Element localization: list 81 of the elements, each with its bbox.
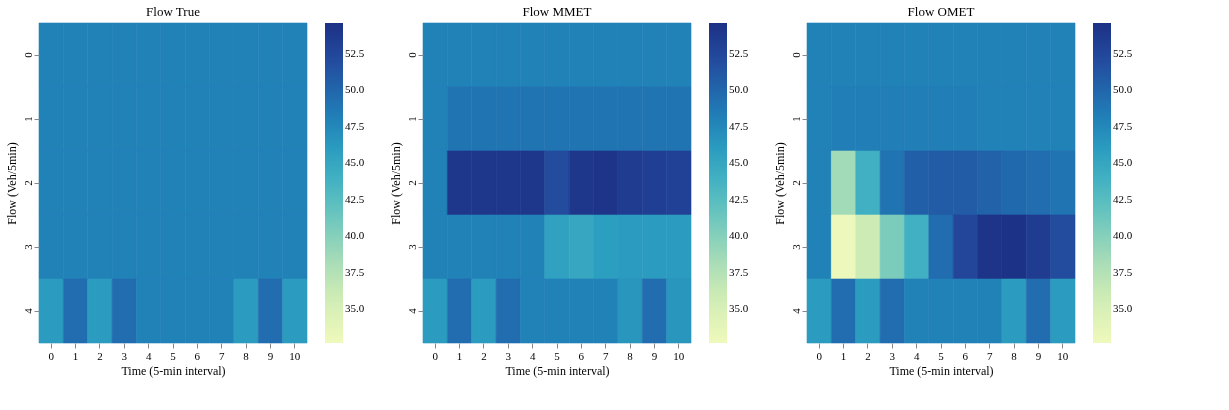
chart-title: Flow OMET (907, 3, 975, 19)
x-tick-label: 4 (145, 349, 152, 362)
x-tick-label: 0 (48, 349, 55, 362)
x-axis-title: Time (5-min interval) (889, 363, 994, 378)
x-tick-label: 1 (72, 349, 79, 362)
color-bar-label: 42.5 (729, 192, 749, 205)
x-tick-label: 9 (267, 349, 274, 362)
color-bar-label: 47.5 (1113, 119, 1133, 132)
x-tick-label: 10 (289, 349, 301, 362)
x-tick-label: 10 (673, 349, 685, 362)
x-axis-title: Time (5-min interval) (121, 363, 226, 378)
x-tick-label: 9 (651, 349, 658, 362)
y-tick-label: 2 (405, 180, 418, 186)
x-tick-label: 4 (529, 349, 536, 362)
color-bar-label: 40.0 (1113, 229, 1133, 242)
x-axis-title: Time (5-min interval) (505, 363, 610, 378)
x-tick-label: 8 (627, 349, 634, 362)
y-tick-label: 1 (405, 116, 418, 122)
x-tick-label: 9 (1035, 349, 1042, 362)
x-tick-label: 5 (554, 349, 561, 362)
x-tick-label: 7 (986, 349, 993, 362)
color-bar-label: 37.5 (345, 265, 365, 278)
color-bar-label: 45.0 (729, 156, 749, 169)
y-tick-label: 4 (405, 307, 418, 314)
color-bar-label: 50.0 (1113, 83, 1133, 96)
x-tick-label: 6 (194, 349, 201, 362)
color-bar-label: 52.5 (345, 46, 365, 59)
color-bar-label: 52.5 (729, 46, 749, 59)
x-tick-label: 3 (121, 349, 128, 362)
color-bar-label: 37.5 (729, 265, 749, 278)
x-tick-label: 4 (913, 349, 920, 362)
y-tick-label: 1 (789, 116, 802, 122)
y-axis-title: Flow (Veh/5min) (388, 142, 403, 225)
color-bar-label: 47.5 (345, 119, 365, 132)
x-tick-label: 7 (602, 349, 609, 362)
y-tick-label: 0 (789, 51, 802, 58)
y-tick-label: 2 (789, 180, 802, 186)
y-tick-label: 3 (21, 243, 34, 250)
y-tick-label: 4 (21, 307, 34, 314)
color-bar-label: 50.0 (729, 83, 749, 96)
color-bar-label: 40.0 (345, 229, 365, 242)
y-tick-label: 0 (405, 51, 418, 58)
color-bar-label: 50.0 (345, 83, 365, 96)
y-axis-title: Flow (Veh/5min) (772, 142, 787, 225)
y-tick-label: 2 (21, 180, 34, 186)
chart-title: Flow MMET (522, 3, 592, 19)
x-tick-label: 2 (481, 349, 487, 362)
color-bar-label: 35.0 (345, 302, 365, 315)
x-tick-label: 1 (840, 349, 847, 362)
x-tick-label: 3 (505, 349, 512, 362)
x-tick-label: 6 (578, 349, 585, 362)
color-bar-label: 37.5 (1113, 265, 1133, 278)
x-tick-label: 0 (816, 349, 823, 362)
y-tick-label: 3 (789, 243, 802, 250)
color-bar-label: 45.0 (345, 156, 365, 169)
x-tick-label: 8 (1011, 349, 1018, 362)
x-tick-label: 5 (938, 349, 945, 362)
x-tick-label: 0 (432, 349, 439, 362)
color-bar-label: 45.0 (1113, 156, 1133, 169)
color-bar-label: 42.5 (1113, 192, 1133, 205)
x-tick-label: 5 (170, 349, 177, 362)
x-tick-label: 7 (218, 349, 225, 362)
x-tick-label: 3 (889, 349, 896, 362)
x-tick-label: 2 (97, 349, 103, 362)
color-bar-label: 40.0 (729, 229, 749, 242)
x-tick-label: 6 (962, 349, 969, 362)
x-tick-label: 1 (456, 349, 463, 362)
color-bar-label: 35.0 (729, 302, 749, 315)
color-bar-label: 35.0 (1113, 302, 1133, 315)
color-bar-label: 52.5 (1113, 46, 1133, 59)
y-tick-label: 3 (405, 243, 418, 250)
x-tick-label: 10 (1057, 349, 1069, 362)
x-tick-label: 2 (865, 349, 871, 362)
y-tick-label: 1 (21, 116, 34, 122)
y-axis-title: Flow (Veh/5min) (4, 142, 19, 225)
color-bar-label: 42.5 (345, 192, 365, 205)
y-tick-label: 0 (21, 51, 34, 58)
x-tick-label: 8 (243, 349, 250, 362)
color-bar-label: 47.5 (729, 119, 749, 132)
y-tick-label: 4 (789, 307, 802, 314)
chart-title: Flow True (146, 3, 201, 19)
